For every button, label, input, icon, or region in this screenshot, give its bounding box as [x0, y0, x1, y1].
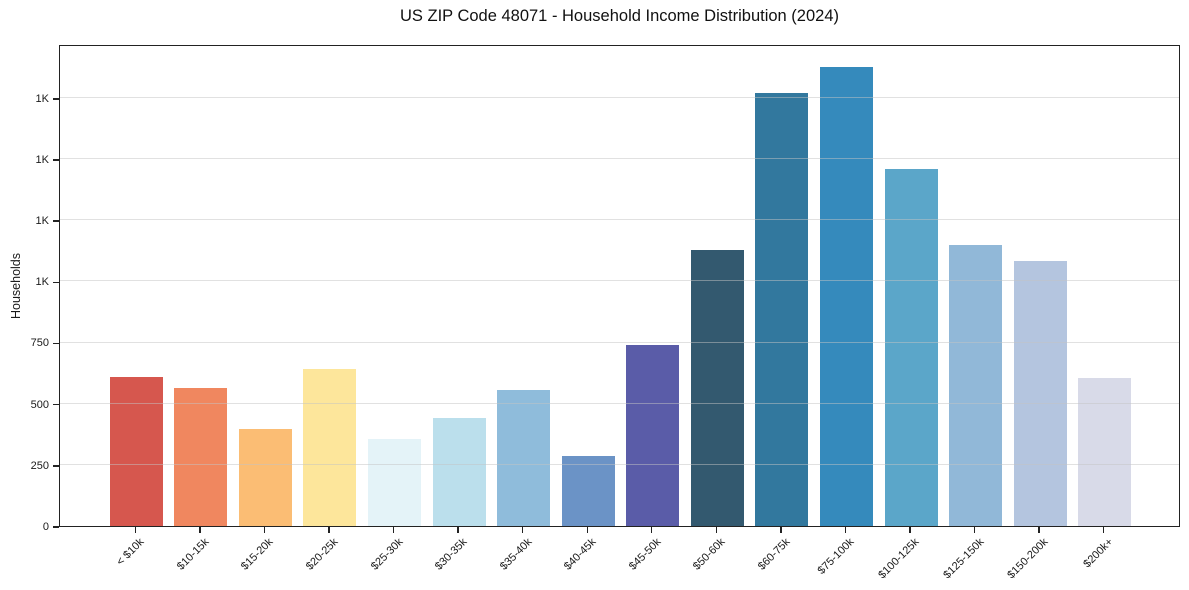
- bar: [626, 344, 680, 526]
- y-tick-mark: [53, 281, 59, 284]
- x-tick-label: $40-45k: [562, 536, 599, 573]
- x-tick-mark: [1038, 527, 1040, 533]
- y-tick-mark: [53, 465, 59, 467]
- y-tick-label: 1K: [35, 92, 49, 105]
- y-tick-mark: [53, 159, 59, 161]
- x-tick-label: $20-25k: [303, 536, 341, 573]
- x-tick-mark: [586, 527, 588, 533]
- x-tick-mark: [780, 527, 782, 533]
- x-tick-mark: [199, 527, 201, 533]
- x-tick-mark: [392, 527, 395, 533]
- x-tick-label: $75-100k: [816, 536, 857, 577]
- x-tick-mark: [844, 527, 847, 533]
- bar: [819, 67, 873, 526]
- y-tick-label: 250: [30, 459, 49, 472]
- x-tick-label: $125-150k: [940, 536, 987, 582]
- bar: [690, 249, 744, 526]
- plot-area: [59, 45, 1180, 527]
- x-tick-mark: [457, 527, 459, 533]
- y-tick-mark: [53, 403, 59, 406]
- y-tick-mark: [53, 526, 59, 528]
- x-tick-label: $60-75k: [755, 536, 793, 573]
- y-tick-label: 1K: [35, 215, 49, 228]
- y-tick-label: 1K: [35, 153, 49, 166]
- chart-title: US ZIP Code 48071 - Household Income Dis…: [399, 7, 839, 25]
- x-tick-label: $35-40k: [497, 536, 535, 573]
- bar: [238, 429, 292, 526]
- bar: [303, 369, 357, 526]
- x-tick-mark: [651, 527, 653, 533]
- bar: [174, 387, 228, 526]
- bar: [432, 418, 486, 526]
- bar: [1013, 260, 1067, 526]
- y-tick-mark: [53, 342, 59, 345]
- x-tick-label: $200k+: [1080, 536, 1116, 571]
- x-tick-label: $15-20k: [239, 536, 276, 573]
- gridline: [60, 158, 1179, 159]
- x-tick-label: $50-60k: [691, 536, 728, 573]
- y-tick-label: 0: [42, 521, 49, 533]
- x-tick-mark: [973, 527, 976, 533]
- x-tick-mark: [263, 527, 266, 533]
- x-tick-mark: [1103, 527, 1105, 533]
- gridline: [60, 219, 1179, 221]
- y-tick-label: 500: [30, 398, 49, 411]
- x-tick-mark: [521, 527, 524, 533]
- x-tick-label: $30-35k: [432, 536, 470, 573]
- x-tick-mark: [134, 527, 136, 533]
- gridline: [60, 402, 1179, 404]
- bar: [949, 244, 1003, 526]
- y-tick-mark: [53, 220, 59, 222]
- bar: [1078, 377, 1132, 526]
- gridline: [60, 341, 1179, 343]
- x-tick-label: $150-200k: [1005, 536, 1051, 582]
- gridline: [60, 96, 1179, 98]
- y-tick-label: 1K: [35, 276, 49, 289]
- bar: [368, 439, 422, 526]
- gridline: [60, 463, 1179, 465]
- bar: [109, 376, 163, 526]
- x-tick-label: $25-30k: [368, 536, 406, 573]
- bar: [497, 390, 551, 526]
- bar: [561, 456, 615, 526]
- x-tick-label: $10-15k: [174, 536, 212, 573]
- x-tick-mark: [909, 527, 911, 533]
- x-tick-label: < $10k: [114, 536, 147, 569]
- x-tick-label: $100-125k: [876, 536, 922, 582]
- y-tick-label: 750: [30, 337, 49, 350]
- y-tick-mark: [53, 98, 59, 100]
- gridline: [60, 280, 1179, 282]
- x-tick-mark: [328, 527, 330, 533]
- bar: [884, 168, 938, 526]
- x-tick-mark: [715, 527, 718, 533]
- bar: [755, 92, 809, 526]
- x-tick-label: $45-50k: [626, 536, 664, 573]
